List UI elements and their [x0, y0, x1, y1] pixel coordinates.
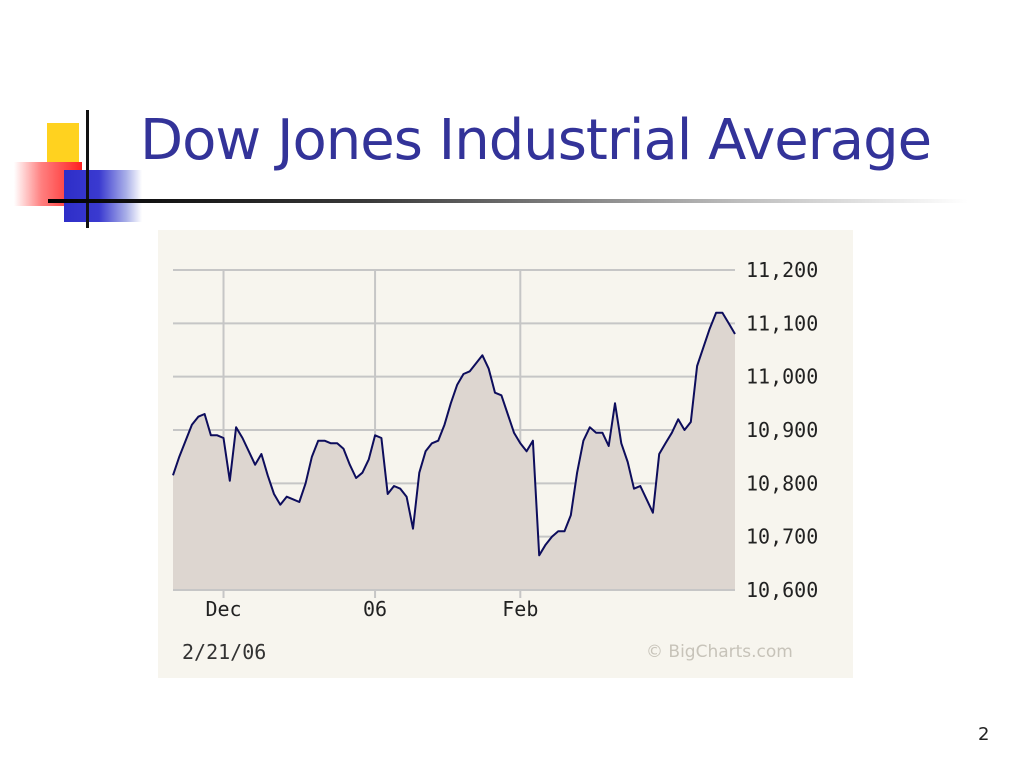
x-tick-label: 06: [363, 597, 387, 621]
index-area-fill: [173, 312, 735, 590]
y-tick-label: 10,700: [746, 525, 818, 549]
chart-credit[interactable]: © BigCharts.com: [646, 642, 793, 662]
slide-title: Dow Jones Industrial Average: [140, 108, 932, 173]
page-number: 2: [978, 724, 990, 745]
y-tick-label: 10,600: [746, 578, 818, 602]
index-line: [172, 311, 736, 557]
axis-label-layer: 11,200 11,100 11,000 10,900 10,800 10,700 10,6…: [173, 258, 818, 621]
y-tick-label: 11,000: [746, 365, 818, 389]
dow-jones-chart: 11,200 11,100 11,000 10,900 10,800 10,700 10,6…: [158, 230, 853, 678]
y-tick-label: 11,100: [746, 311, 818, 335]
x-tick-label: Dec: [205, 597, 241, 621]
chart-date-stamp: 2/21/06: [182, 640, 267, 664]
y-tick-label: 11,200: [746, 258, 818, 282]
x-tick-label: Feb: [502, 597, 538, 621]
slide-corner-vertical-line: [86, 110, 89, 228]
y-tick-label: 10,800: [746, 471, 818, 495]
chart-plot: 11,200 11,100 11,000 10,900 10,800 10,700 10,6…: [172, 258, 818, 621]
title-underline-rule: [48, 199, 968, 203]
slide-corner-blue-block: [64, 170, 142, 222]
y-tick-label: 10,900: [746, 418, 818, 442]
